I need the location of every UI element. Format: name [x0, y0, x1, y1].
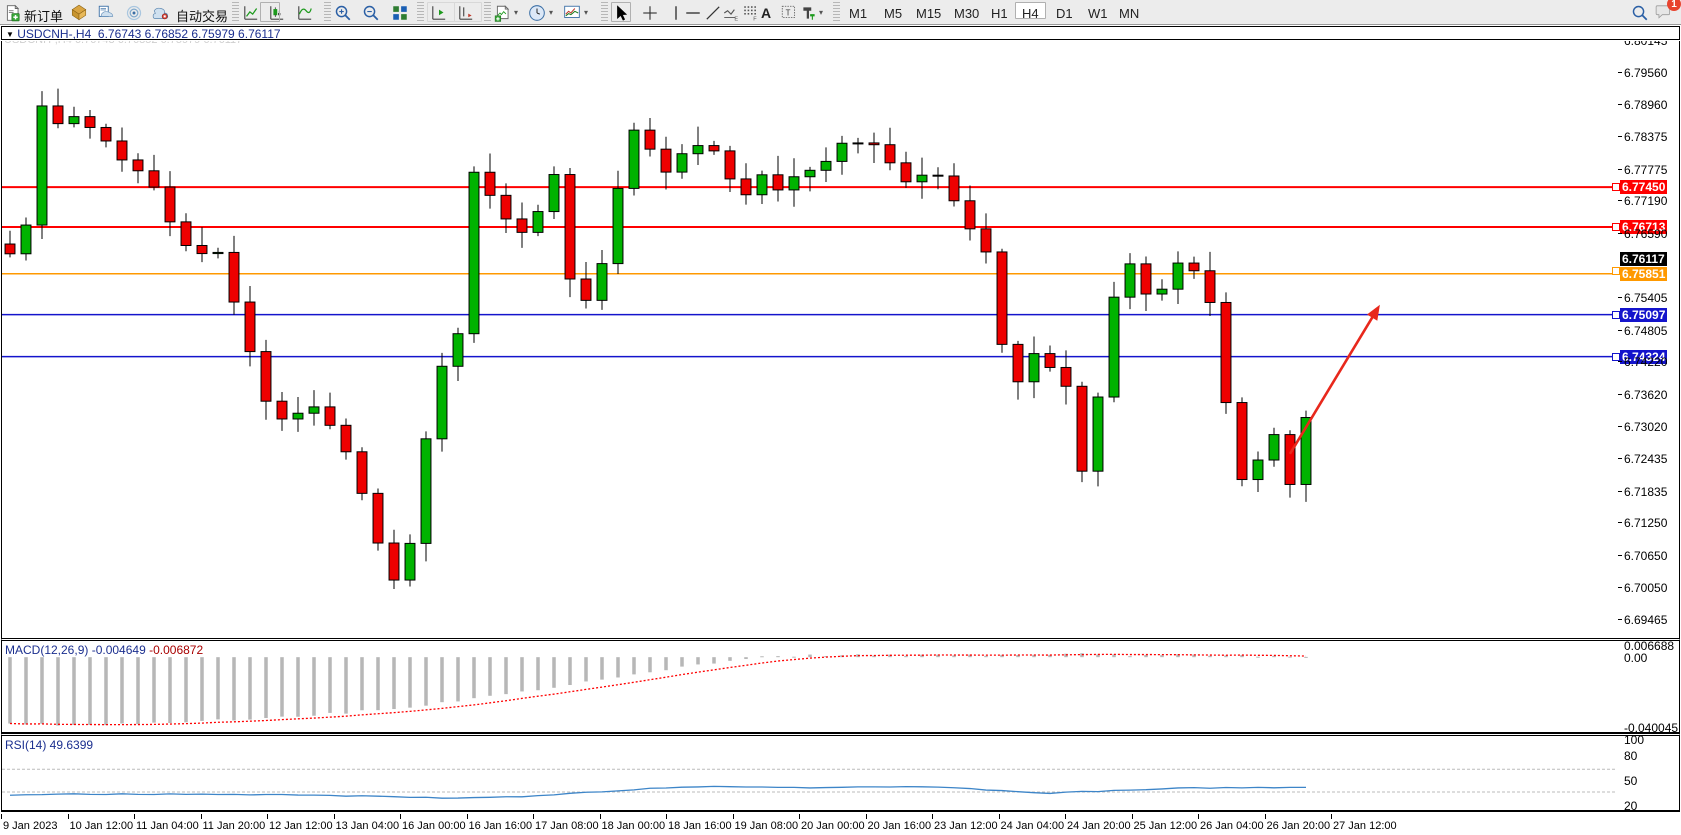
svg-text:USDCNH-,H4 6.76743 6.76852 6.: USDCNH-,H4 6.76743 6.76852 6.75979 6.761… — [4, 41, 242, 46]
svg-text:T: T — [786, 8, 791, 17]
svg-text:F: F — [753, 16, 757, 22]
svg-text:E: E — [734, 16, 738, 22]
